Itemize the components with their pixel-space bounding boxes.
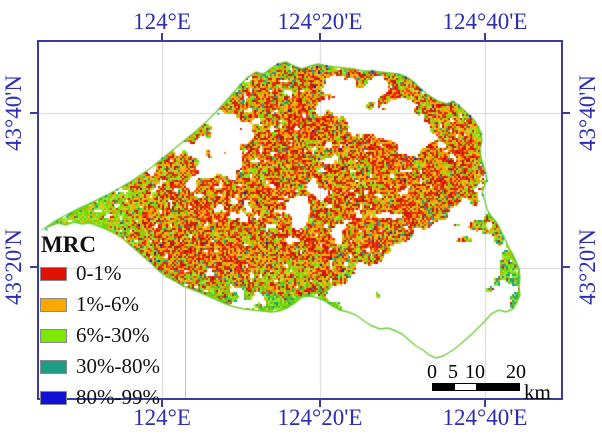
legend-item-label: 30%-80% xyxy=(76,354,160,378)
legend-item: 30%-80% xyxy=(40,351,160,382)
axis-label-latitude: 43°40'N xyxy=(575,75,600,151)
tick-mark-left xyxy=(30,112,37,114)
legend-item-label: 6%-30% xyxy=(76,323,150,347)
scale-bar-tick-label: 10 xyxy=(465,361,485,383)
axis-label-longitude: 124°20'E xyxy=(277,9,363,34)
legend-item: 1%-6% xyxy=(40,289,160,320)
scale-bar-tick-label: 0 xyxy=(427,361,437,383)
axis-label-latitude: 43°40'N xyxy=(1,75,26,151)
scale-bar-unit: km xyxy=(524,380,551,404)
legend-panel-edge xyxy=(185,288,186,399)
legend-swatch-blue xyxy=(40,390,67,405)
axis-label-longitude: 124°40'E xyxy=(442,405,528,430)
legend-item: 6%-30% xyxy=(40,320,160,351)
axis-label-latitude: 43°20'N xyxy=(575,229,600,305)
legend-swatch-orange xyxy=(40,297,67,312)
tick-mark-top xyxy=(484,33,486,40)
legend-item-label: 0-1% xyxy=(76,261,122,285)
map-legend: MRC 0-1% 1%-6% 6%-30% 30%-80% 80%-99% xyxy=(40,232,160,413)
tick-mark-top xyxy=(161,33,163,40)
tick-mark-left xyxy=(30,266,37,268)
axis-label-longitude: 124°E xyxy=(133,9,191,34)
axis-label-longitude: 124°40'E xyxy=(442,9,528,34)
tick-mark-right xyxy=(563,112,570,114)
axis-label-longitude: 124°20'E xyxy=(277,405,363,430)
legend-item-label: 80%-99% xyxy=(76,385,160,409)
legend-item-label: 1%-6% xyxy=(76,292,139,316)
scale-bar-segment xyxy=(454,384,476,390)
map-raster xyxy=(37,40,563,400)
tick-mark-top xyxy=(319,33,321,40)
legend-item: 0-1% xyxy=(40,258,160,289)
legend-swatch-green xyxy=(40,328,67,343)
legend-swatch-teal xyxy=(40,359,67,374)
tick-mark-bottom xyxy=(161,400,163,407)
axis-label-latitude: 43°20'N xyxy=(1,229,26,305)
scale-bar-segment xyxy=(476,384,519,390)
tick-mark-bottom xyxy=(484,400,486,407)
scale-bar-tick-label: 5 xyxy=(448,361,458,383)
legend-title: MRC xyxy=(41,232,96,257)
axis-label-longitude: 124°E xyxy=(133,405,191,430)
scale-bar-tick-label: 20 xyxy=(506,361,526,383)
legend-item: 80%-99% xyxy=(40,382,160,413)
legend-swatch-red xyxy=(40,266,67,281)
tick-mark-right xyxy=(563,266,570,268)
scale-bar-segment xyxy=(433,384,455,390)
tick-mark-bottom xyxy=(319,400,321,407)
scale-bar-graphic xyxy=(432,383,520,391)
